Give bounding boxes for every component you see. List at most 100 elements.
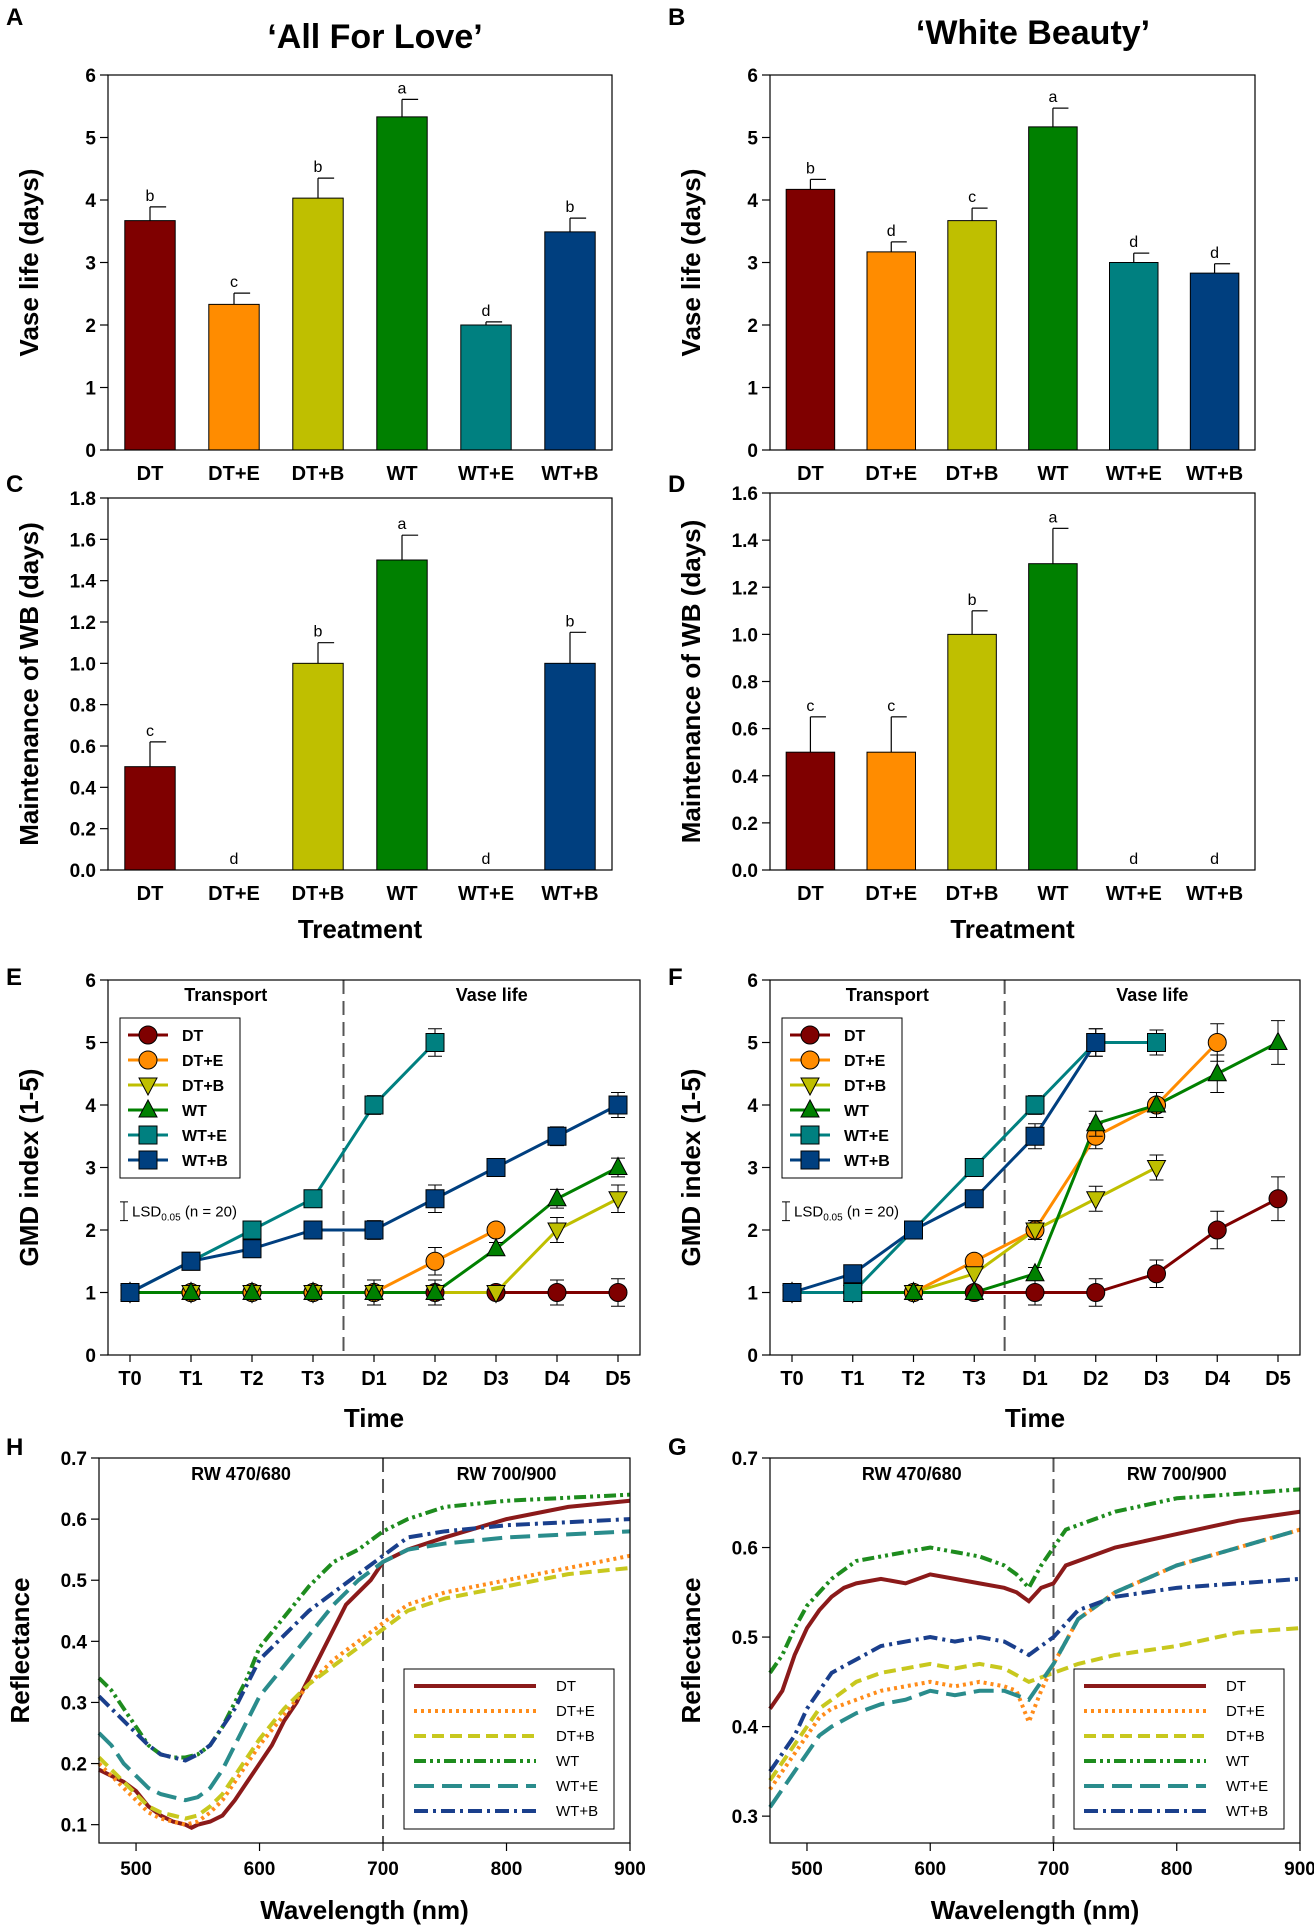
y-tick-label: 0 [747, 441, 758, 462]
x-tick-label-T3: T3 [301, 1368, 324, 1390]
x-tick-label-DT: DT [797, 463, 824, 485]
bar-WT+E [1109, 262, 1159, 451]
legend-marker-WT [138, 1098, 158, 1118]
data-point-WT+B-D1 [1025, 1126, 1045, 1146]
data-point-WT-D3 [486, 1237, 506, 1257]
data-point-WT-D1 [364, 1281, 384, 1300]
x-axis-label: Wavelength (nm) [931, 1895, 1139, 1925]
data-point-WT-D3 [1146, 1093, 1167, 1113]
y-tick-label: 1.0 [732, 625, 758, 646]
panel-letter-A: A [6, 4, 23, 31]
legend-label-WT: WT [182, 1103, 207, 1120]
significance-label-DT: c [806, 698, 814, 715]
legend-marker-WT [800, 1098, 820, 1118]
data-point-DT+B-D3 [486, 1285, 506, 1304]
y-tick-label: 0.7 [732, 1449, 758, 1470]
y-axis-label: Vase life (days) [14, 169, 44, 357]
plot-frame-H [98, 1457, 631, 1844]
lsd-label: LSD0.05 (n = 20) [794, 1203, 899, 1223]
y-tick-label: 1.8 [70, 489, 96, 510]
x-tick-label-500: 500 [791, 1859, 823, 1880]
panel-H: H RW 470/680 RW 700/900 DT DT+E DT+B WT WT+E WT+… [5, 1434, 646, 1925]
significance-label-DT+E: c [887, 698, 895, 715]
y-tick-label: 1.0 [70, 654, 96, 675]
y-tick-label: 1 [747, 379, 758, 400]
y-tick-label: 6 [747, 66, 758, 87]
y-tick-label: 2 [85, 1221, 96, 1242]
data-point-WT+B-D2 [1086, 1033, 1106, 1052]
spectrum-line-WT [768, 1487, 1301, 1675]
x-tick-label-D2: D2 [1083, 1368, 1109, 1390]
y-tick-label: 0.2 [732, 814, 758, 835]
bar-DT+E [866, 751, 916, 871]
data-point-WT-D5 [1268, 1031, 1288, 1050]
legend-marker-DT+E [138, 1050, 158, 1070]
y-tick-label: 0.8 [732, 673, 758, 694]
legend-label-WT+B: WT+B [182, 1153, 228, 1170]
data-point-WT+B-T0 [120, 1283, 140, 1302]
legend-label-DT+B: DT+B [844, 1078, 886, 1095]
data-point-WT+E-T2 [242, 1220, 262, 1240]
significance-label-DT+B: b [314, 624, 323, 641]
x-tick-label-T0: T0 [118, 1368, 141, 1390]
significance-label-DT: c [146, 723, 154, 740]
data-point-DT+B-D5 [608, 1191, 628, 1210]
region-label-transport: Transport [184, 985, 267, 1005]
y-tick-label: 0.6 [732, 720, 758, 741]
y-tick-label: 1.6 [70, 530, 96, 551]
x-tick-label-WT: WT [386, 463, 417, 485]
legend-label-DT+B: DT+B [182, 1078, 224, 1095]
y-axis-label: Reflectance [676, 1578, 706, 1724]
panel-A: Ab DT c DT+E b DT+B a WT d WT+E b WT+B 0 1 2 3 4 5 6 Vase l… [6, 4, 613, 485]
spectrum-line-WT [97, 1492, 631, 1760]
title-all-for-love: ‘All For Love’ [267, 18, 482, 56]
spectrum-line-DT+B [768, 1626, 1301, 1782]
data-point-DT+B-D3 [1146, 1160, 1167, 1179]
legend-marker-DT [800, 1025, 820, 1045]
data-point-WT+E-T3 [964, 1158, 984, 1177]
bar-WT+B [544, 231, 596, 451]
y-tick-label: 0.5 [732, 1628, 759, 1649]
significance-label-DT+B: b [968, 592, 977, 609]
bar-DT+E [208, 303, 260, 451]
significance-label-WT: a [1048, 89, 1057, 106]
y-tick-label: 0.0 [732, 861, 758, 882]
legend-label-WT+E: WT+E [1226, 1778, 1268, 1795]
y-tick-label: 0.4 [70, 778, 97, 799]
panel-D: Dc DT c DT+E b DT+B a WT d WT+E d WT+B 0.0 0.2 0.4 0.6 0… [668, 471, 1256, 944]
panel-letter-F: F [668, 964, 683, 991]
bar-DT+B [292, 197, 344, 451]
data-point-WT-T3 [303, 1281, 323, 1300]
y-tick-label: 1 [747, 1284, 758, 1305]
legend-label-WT: WT [1226, 1753, 1249, 1770]
panel-E: E Transport Vase life DT DT+E DT+B WT WT+E WT+B L… [6, 964, 641, 1433]
region-label-left: RW 470/680 [191, 1464, 291, 1484]
region-label-left: RW 470/680 [862, 1464, 962, 1484]
spectrum-line-DT [768, 1509, 1301, 1710]
y-tick-label: 3 [85, 1159, 96, 1180]
x-tick-label-900: 900 [614, 1859, 646, 1880]
panel-F: F Transport Vase life DT DT+E DT+B WT WT+E WT+B L… [668, 964, 1301, 1433]
significance-label-WT+E: d [482, 303, 491, 320]
bar-DT+B [947, 220, 997, 451]
bar-WT [1028, 563, 1078, 871]
legend-box [1073, 1668, 1285, 1830]
spectrum-line-WT+B [768, 1576, 1301, 1773]
data-point-DT-D4 [547, 1283, 567, 1302]
plot-frame-C [107, 497, 613, 871]
significance-label-WT: a [398, 516, 407, 533]
title-white-beauty: ‘White Beauty’ [916, 14, 1150, 52]
y-axis-label: Maintenance of WB (days) [676, 520, 706, 844]
y-tick-label: 4 [85, 191, 96, 212]
x-tick-label-D3: D3 [1144, 1368, 1170, 1390]
data-point-WT-D5 [608, 1156, 628, 1175]
x-tick-label-WT+B: WT+B [1186, 883, 1243, 905]
panel-letter-B: B [668, 4, 685, 31]
x-tick-label-WT+E: WT+E [1106, 463, 1162, 485]
x-tick-label-DT: DT [137, 883, 164, 905]
y-tick-label: 6 [85, 66, 96, 87]
plot-frame-D [769, 492, 1256, 871]
legend-label-WT+E: WT+E [556, 1778, 598, 1795]
region-label-vase-life: Vase life [456, 985, 528, 1005]
